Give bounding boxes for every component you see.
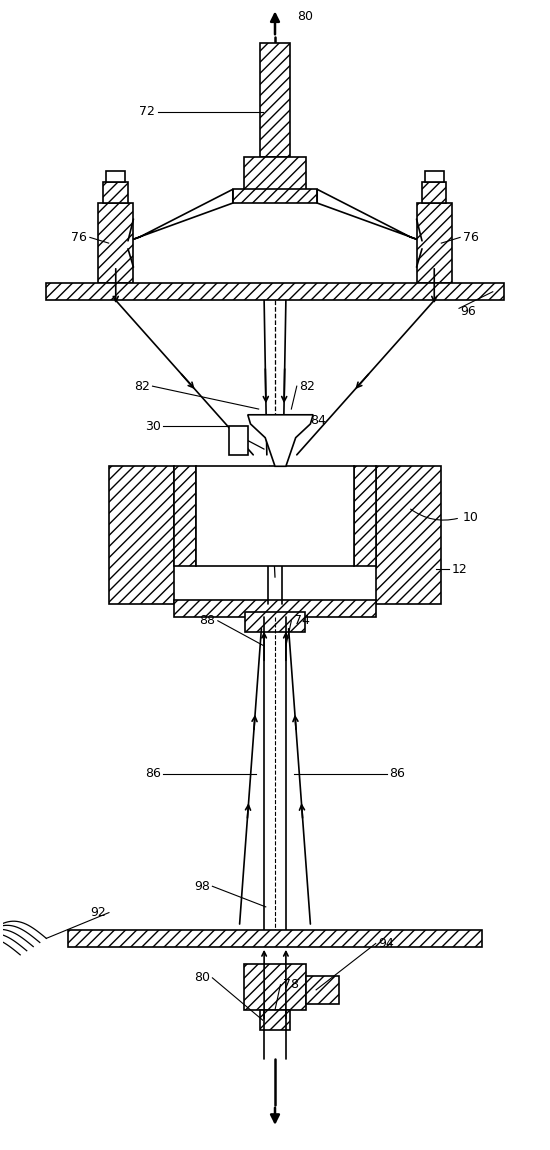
Text: 98: 98 (194, 880, 210, 892)
Text: 80: 80 (194, 972, 210, 984)
Text: 78: 78 (283, 979, 299, 991)
Text: 96: 96 (460, 305, 476, 319)
Bar (196, 466, 354, 566)
Polygon shape (317, 190, 427, 243)
Bar (306, 975, 339, 1004)
Text: 80: 80 (297, 10, 313, 23)
Text: 10: 10 (463, 512, 478, 524)
Bar (416, 204, 452, 283)
Text: 74: 74 (294, 614, 310, 627)
Bar (98, 204, 134, 283)
Text: 86: 86 (145, 767, 161, 780)
Bar (46, 283, 504, 300)
Bar (103, 183, 128, 204)
Text: 82: 82 (300, 380, 315, 392)
Text: 84: 84 (310, 414, 326, 427)
Bar (68, 930, 482, 946)
Bar (174, 466, 196, 566)
Bar (174, 600, 376, 618)
Text: 12: 12 (452, 562, 468, 576)
Text: 76: 76 (72, 231, 87, 244)
Bar (245, 612, 305, 633)
Bar (229, 427, 248, 455)
Text: 88: 88 (199, 614, 215, 627)
Text: 92: 92 (90, 906, 106, 919)
Text: 76: 76 (463, 231, 478, 244)
Bar (376, 466, 441, 604)
Bar (233, 190, 317, 204)
Bar (109, 466, 174, 604)
Polygon shape (123, 190, 233, 243)
Bar (260, 1010, 290, 1030)
Bar (260, 43, 290, 158)
Text: 94: 94 (378, 937, 394, 950)
Bar (425, 171, 444, 183)
Bar (244, 964, 306, 1010)
Text: 82: 82 (134, 380, 150, 392)
Text: 72: 72 (139, 105, 155, 118)
Bar (244, 158, 306, 192)
Bar (422, 183, 447, 204)
Bar (354, 466, 376, 566)
Bar (106, 171, 125, 183)
Text: 86: 86 (389, 767, 405, 780)
Text: 30: 30 (145, 420, 161, 432)
Polygon shape (248, 415, 313, 466)
